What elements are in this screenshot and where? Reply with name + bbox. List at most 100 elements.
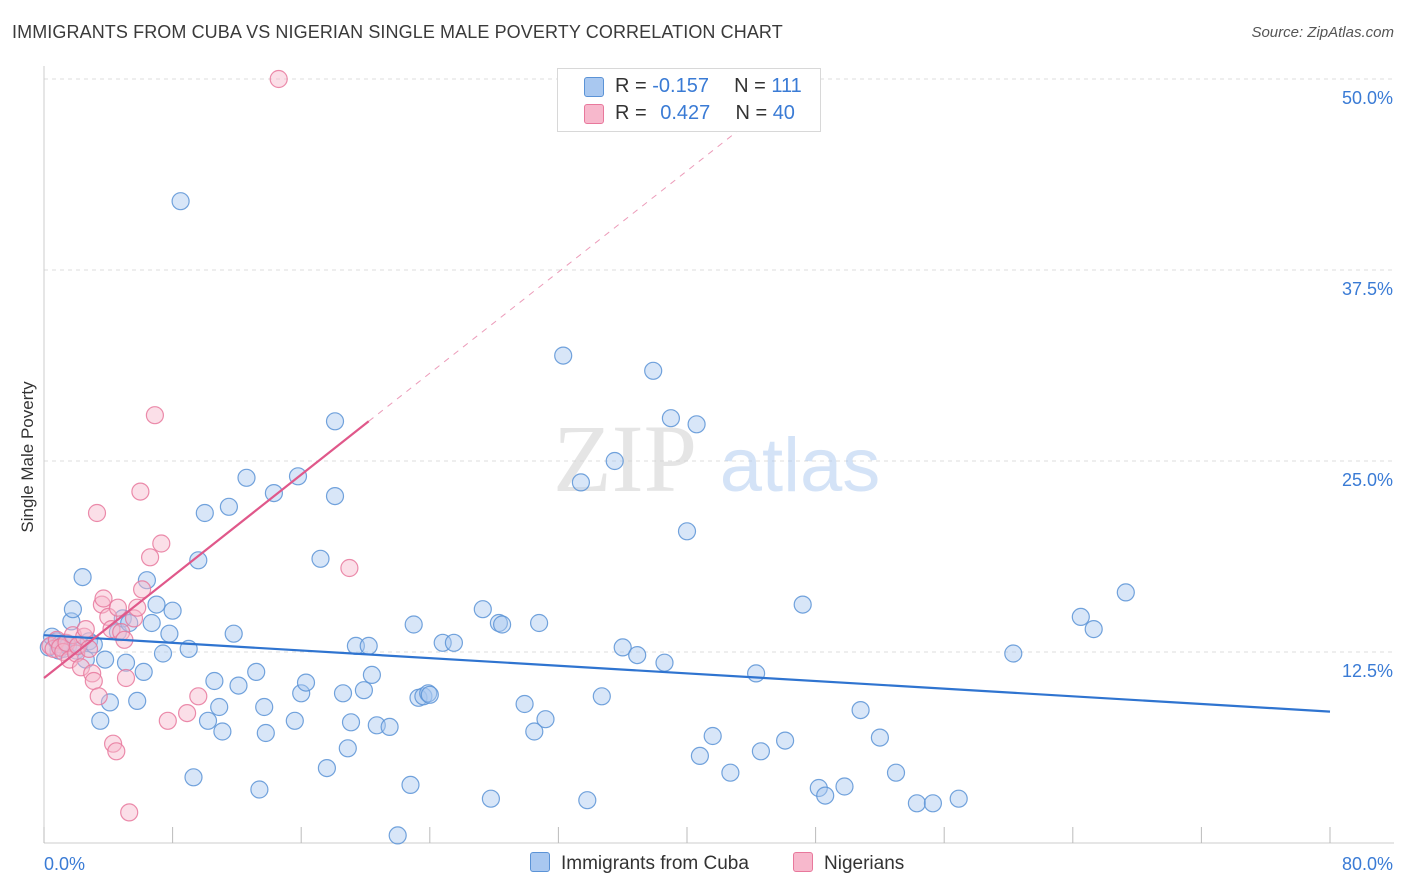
cuba-point — [317, 758, 336, 778]
cuba-point — [160, 624, 179, 643]
cuba-point — [851, 700, 870, 720]
cuba-point — [73, 567, 92, 587]
cuba-point — [256, 723, 275, 743]
cuba-point — [571, 473, 591, 492]
cuba-point — [325, 412, 345, 431]
cuba-point — [100, 693, 120, 712]
cuba-point — [687, 415, 706, 434]
trend-lines — [43, 119, 1331, 713]
nigeria-point — [84, 671, 103, 691]
cuba-point — [91, 711, 110, 730]
legend-r-value: -0.157 — [652, 75, 709, 97]
legend-r-label: R = — [615, 102, 647, 124]
cuba-point — [147, 595, 166, 614]
cuba-point — [171, 192, 190, 211]
legend-text-cuba: R = -0.157 N = 111 — [615, 75, 802, 98]
y-tick-label: 50.0% — [1342, 88, 1393, 108]
nigeria-point — [71, 658, 91, 677]
bottom-legend-label-nigeria: Nigerians — [824, 853, 905, 874]
cuba-point — [296, 673, 316, 692]
nigeria-point — [141, 548, 160, 567]
nigeria-point — [76, 619, 95, 639]
cuba-point — [292, 684, 311, 703]
nigeria-point — [133, 580, 152, 599]
cuba-point — [198, 711, 218, 730]
nigeria-trend-line — [43, 420, 370, 679]
cuba-point — [388, 826, 407, 845]
watermark: ZIP atlas — [553, 405, 880, 512]
legend-n-label: N = — [735, 102, 768, 124]
nigeria-point — [152, 534, 171, 553]
nigeria-point — [189, 687, 208, 706]
cuba-point — [359, 636, 378, 656]
cuba-point — [210, 697, 229, 717]
x-tick-label: 80.0% — [1342, 854, 1393, 874]
cuba-point — [195, 503, 214, 523]
legend-r-label: R = — [615, 75, 647, 97]
cuba-point — [793, 595, 812, 614]
cuba-point — [401, 775, 420, 795]
legend-n-label: N = — [734, 75, 766, 97]
legend-n-value: 40 — [772, 102, 795, 124]
cuba-point — [128, 691, 147, 711]
cuba-point — [1084, 619, 1103, 639]
cuba-point — [63, 600, 83, 619]
cuba-point — [493, 615, 512, 634]
nigeria-series — [41, 69, 359, 822]
cuba-point — [229, 676, 248, 695]
cuba-point — [134, 662, 153, 682]
cuba-point — [1004, 644, 1023, 663]
cuba-point — [380, 717, 399, 737]
nigeria-point — [83, 664, 102, 683]
cuba-point — [923, 794, 943, 813]
cuba-point — [341, 713, 361, 732]
cuba-series — [39, 192, 1135, 845]
cuba-point — [809, 778, 828, 798]
bottom-legend-label-cuba: Immigrants from Cuba — [561, 853, 749, 874]
cuba-point — [907, 794, 927, 813]
nigeria-point — [340, 558, 359, 578]
bottom-legend-nigeria: Nigerians — [793, 852, 904, 875]
cuba-point — [1116, 583, 1135, 602]
cuba-point — [237, 468, 256, 487]
nigeria-trend-extension — [368, 119, 752, 422]
nigeria-point — [128, 598, 147, 617]
cuba-point — [751, 742, 771, 761]
cuba-point — [213, 722, 232, 741]
nigeria-point — [145, 406, 164, 425]
cuba-point — [444, 633, 463, 652]
cuba-point — [525, 722, 544, 741]
y-tick-label: 37.5% — [1342, 279, 1393, 299]
cuba-point — [311, 549, 330, 568]
legend-n-value: 111 — [771, 75, 802, 97]
cuba-point — [189, 551, 208, 570]
nigeria-point — [108, 598, 128, 617]
nigeria-point — [124, 609, 144, 628]
y-axis-title: Single Male Poverty — [18, 381, 37, 533]
cuba-point — [661, 409, 681, 428]
cuba-point — [255, 697, 274, 717]
cuba-point — [414, 687, 433, 706]
cuba-point — [420, 685, 439, 704]
y-tick-label: 25.0% — [1342, 470, 1393, 490]
tick-labels: 12.5% 25.0% 37.5% 50.0% 0.0% 80.0% — [44, 88, 1393, 874]
cuba-point — [362, 665, 381, 685]
axes — [43, 66, 1394, 844]
x-tick-label: 0.0% — [44, 854, 85, 874]
cuba-point — [816, 786, 835, 805]
cuba-point — [554, 346, 573, 365]
bottom-legend-swatch-cuba — [530, 852, 550, 872]
cuba-point — [333, 684, 353, 703]
watermark-atlas: atlas — [720, 423, 881, 508]
nigeria-point — [116, 668, 136, 688]
y-tick-label: 12.5% — [1342, 661, 1393, 681]
cuba-point — [949, 789, 968, 808]
cuba-point — [746, 664, 766, 683]
cuba-point — [886, 763, 906, 782]
cuba-point — [354, 681, 373, 700]
nigeria-point — [107, 742, 126, 761]
nigeria-point — [87, 503, 107, 523]
chart-source: Source: ZipAtlas.com — [1251, 24, 1394, 41]
cuba-point — [95, 650, 115, 669]
